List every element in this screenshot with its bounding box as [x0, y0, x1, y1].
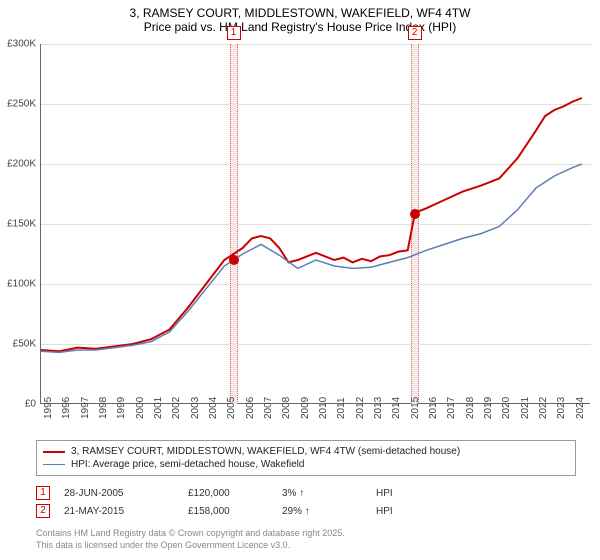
y-tick-label: £300K — [0, 39, 36, 50]
x-tick-label: 2002 — [171, 389, 182, 419]
x-tick-label: 2004 — [208, 389, 219, 419]
y-tick-label: £200K — [0, 159, 36, 170]
footer-attribution: Contains HM Land Registry data © Crown c… — [36, 528, 345, 551]
legend-swatch — [43, 451, 65, 453]
x-tick-label: 1999 — [116, 389, 127, 419]
x-tick-label: 2001 — [153, 389, 164, 419]
footer-line-1: Contains HM Land Registry data © Crown c… — [36, 528, 345, 540]
y-tick-label: £100K — [0, 279, 36, 290]
x-tick-label: 2000 — [135, 389, 146, 419]
y-tick-label: £150K — [0, 219, 36, 230]
y-tick-label: £250K — [0, 99, 36, 110]
title-block: 3, RAMSEY COURT, MIDDLESTOWN, WAKEFIELD,… — [0, 0, 600, 36]
sale-pct: 29% ↑ — [282, 506, 362, 517]
y-tick-label: £0 — [0, 399, 36, 410]
sales-table: 1 28-JUN-2005 £120,000 3% ↑ HPI 2 21-MAY-2015 £… — [36, 484, 576, 520]
legend-swatch — [43, 464, 65, 465]
title-line-1: 3, RAMSEY COURT, MIDDLESTOWN, WAKEFIELD,… — [0, 6, 600, 20]
legend-label: HPI: Average price, semi-detached house,… — [71, 459, 304, 470]
x-tick-label: 2022 — [538, 389, 549, 419]
legend-label: 3, RAMSEY COURT, MIDDLESTOWN, WAKEFIELD,… — [71, 446, 460, 457]
x-tick-label: 2016 — [428, 389, 439, 419]
sale-marker-2: 2 — [408, 26, 422, 40]
y-tick-label: £50K — [0, 339, 36, 350]
x-tick-label: 2013 — [373, 389, 384, 419]
sale-date: 28-JUN-2005 — [64, 488, 174, 499]
chart-area: 12 £0£50K£100K£150K£200K£250K£300K 19951… — [40, 44, 590, 404]
chart-container: 3, RAMSEY COURT, MIDDLESTOWN, WAKEFIELD,… — [0, 0, 600, 560]
sale-price: £158,000 — [188, 506, 268, 517]
x-tick-label: 2010 — [318, 389, 329, 419]
x-tick-label: 2021 — [520, 389, 531, 419]
sale-row: 2 21-MAY-2015 £158,000 29% ↑ HPI — [36, 502, 576, 520]
x-tick-label: 2003 — [190, 389, 201, 419]
series-hpi — [41, 164, 582, 352]
title-line-2: Price paid vs. HM Land Registry's House … — [0, 20, 600, 34]
x-tick-label: 2018 — [465, 389, 476, 419]
footer-line-2: This data is licensed under the Open Gov… — [36, 540, 345, 552]
series-svg — [41, 44, 591, 404]
x-tick-label: 2023 — [556, 389, 567, 419]
x-tick-label: 2017 — [446, 389, 457, 419]
x-tick-label: 2007 — [263, 389, 274, 419]
sale-tag: HPI — [376, 506, 406, 517]
sale-pct: 3% ↑ — [282, 488, 362, 499]
x-tick-label: 2020 — [501, 389, 512, 419]
sale-dot — [229, 255, 239, 265]
x-tick-label: 1995 — [43, 389, 54, 419]
sale-dot — [410, 209, 420, 219]
x-tick-label: 1996 — [61, 389, 72, 419]
sale-row: 1 28-JUN-2005 £120,000 3% ↑ HPI — [36, 484, 576, 502]
legend-item: 3, RAMSEY COURT, MIDDLESTOWN, WAKEFIELD,… — [43, 445, 569, 458]
plot-region: 12 — [40, 44, 590, 404]
x-tick-label: 2024 — [575, 389, 586, 419]
x-tick-label: 2014 — [391, 389, 402, 419]
legend-item: HPI: Average price, semi-detached house,… — [43, 458, 569, 471]
sale-date: 21-MAY-2015 — [64, 506, 174, 517]
x-tick-label: 2009 — [300, 389, 311, 419]
x-tick-label: 2008 — [281, 389, 292, 419]
x-tick-label: 2011 — [336, 389, 347, 419]
sale-row-marker: 2 — [36, 504, 50, 518]
sale-tag: HPI — [376, 488, 406, 499]
sale-marker-1: 1 — [227, 26, 241, 40]
sale-row-marker: 1 — [36, 486, 50, 500]
x-tick-label: 2005 — [226, 389, 237, 419]
x-tick-label: 2019 — [483, 389, 494, 419]
x-tick-label: 2006 — [245, 389, 256, 419]
x-tick-label: 1998 — [98, 389, 109, 419]
legend-box: 3, RAMSEY COURT, MIDDLESTOWN, WAKEFIELD,… — [36, 440, 576, 476]
x-tick-label: 2015 — [410, 389, 421, 419]
sale-price: £120,000 — [188, 488, 268, 499]
x-tick-label: 1997 — [80, 389, 91, 419]
x-tick-label: 2012 — [355, 389, 366, 419]
